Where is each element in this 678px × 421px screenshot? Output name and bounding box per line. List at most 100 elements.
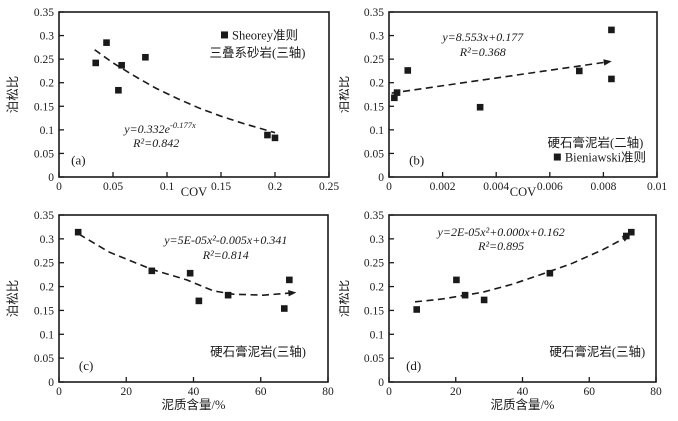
svg-text:0.05: 0.05	[364, 148, 384, 160]
equation-c: y=5E-05x²-0.005x+0.341	[163, 233, 287, 247]
svg-text:0.1: 0.1	[40, 329, 55, 341]
r-squared-b: R²=0.368	[459, 45, 506, 59]
svg-text:0.01: 0.01	[647, 181, 667, 193]
svg-text:0.008: 0.008	[590, 181, 616, 193]
data-point	[142, 53, 149, 61]
svg-text:0.35: 0.35	[364, 210, 384, 222]
svg-text:0: 0	[56, 386, 62, 398]
svg-text:0.2: 0.2	[40, 78, 55, 90]
svg-text:0.25: 0.25	[34, 258, 54, 270]
data-point	[453, 276, 460, 284]
svg-text:0.1: 0.1	[160, 181, 175, 193]
data-point	[480, 296, 488, 304]
data-point	[608, 75, 615, 83]
data-point	[608, 26, 615, 34]
data-point	[286, 276, 293, 284]
data-point	[476, 103, 484, 111]
svg-text:0.05: 0.05	[34, 148, 54, 160]
legend-label-b: Bieniawski准则	[565, 151, 646, 165]
svg-text:0.05: 0.05	[364, 353, 384, 365]
svg-text:20: 20	[121, 386, 133, 398]
data-point	[280, 305, 288, 312]
svg-text:0.3: 0.3	[370, 31, 385, 43]
svg-text:0.05: 0.05	[34, 353, 54, 365]
data-point	[103, 39, 110, 46]
svg-text:0.2: 0.2	[370, 282, 385, 294]
data-point	[74, 228, 82, 236]
svg-text:0.2: 0.2	[40, 282, 55, 294]
data-point	[413, 306, 421, 313]
data-point	[195, 297, 203, 305]
equation-b: y=8.553x+0.177	[441, 30, 524, 44]
data-point	[92, 59, 100, 67]
material-label-c: 硬石膏泥岩(三轴)	[210, 344, 306, 359]
legend-marker-icon	[553, 153, 561, 161]
data-point	[391, 94, 398, 102]
data-point	[622, 232, 630, 240]
svg-text:0: 0	[48, 172, 54, 184]
svg-text:80: 80	[322, 386, 334, 398]
x-axis-label-c: 泥质含量/%	[162, 397, 226, 412]
svg-text:0.15: 0.15	[364, 305, 384, 317]
data-point	[148, 267, 156, 275]
svg-text:0: 0	[386, 181, 392, 193]
svg-text:0.002: 0.002	[430, 181, 456, 193]
svg-text:0.3: 0.3	[40, 31, 55, 43]
y-axis-label-a: 泊松比	[6, 76, 20, 114]
material-label-a: 三叠系砂岩(三轴)	[210, 45, 306, 60]
svg-text:0.25: 0.25	[364, 258, 384, 270]
svg-text:0: 0	[386, 386, 392, 398]
legend-marker-icon	[221, 31, 228, 39]
data-point	[118, 61, 125, 69]
svg-text:20: 20	[450, 386, 462, 398]
panel-letter-d: (d)	[406, 358, 421, 373]
svg-text:0.15: 0.15	[34, 101, 54, 113]
svg-text:0: 0	[48, 377, 54, 389]
svg-text:0.25: 0.25	[34, 54, 54, 66]
svg-text:0.15: 0.15	[34, 305, 54, 317]
x-axis-label-b: COV	[510, 185, 536, 199]
svg-text:0.3: 0.3	[40, 234, 55, 246]
r-squared-c: R²=0.814	[202, 248, 249, 262]
equation-a: y=0.332e-0.177x	[123, 120, 196, 136]
svg-text:0.35: 0.35	[364, 7, 384, 19]
svg-text:60: 60	[255, 386, 267, 398]
data-point	[628, 228, 635, 236]
data-point	[224, 291, 232, 299]
svg-text:0.006: 0.006	[537, 181, 563, 193]
svg-text:0.1: 0.1	[370, 125, 385, 137]
panel-letter-c: (c)	[79, 358, 93, 373]
svg-text:0.2: 0.2	[370, 78, 385, 90]
svg-text:0: 0	[378, 172, 384, 184]
x-axis-label-d: 泥质含量/%	[491, 397, 555, 412]
svg-text:0.004: 0.004	[483, 181, 509, 193]
r-squared-a: R²=0.842	[132, 136, 179, 150]
svg-text:0: 0	[56, 181, 62, 193]
svg-text:0.1: 0.1	[370, 329, 385, 341]
panel-a: 0 0.05 0.1 0.15 0.2 0.25 0 0.05 0.1 0.15 0.2 0.25 0.…	[0, 0, 339, 210]
svg-text:80: 80	[650, 386, 662, 398]
panel-a-chart: 0 0.05 0.1 0.15 0.2 0.25 0 0.05 0.1 0.15 0.2 0.25 0.…	[6, 7, 339, 199]
panel-d-chart: 0 20 40 60 80 0 0.05 0.1 0.15 0.2 0.25 0.3 0.35 泥质含量/…	[337, 210, 662, 412]
svg-text:0.15: 0.15	[211, 181, 231, 193]
svg-text:0.1: 0.1	[40, 125, 55, 137]
svg-text:0.3: 0.3	[370, 234, 385, 246]
svg-text:0.35: 0.35	[34, 210, 54, 222]
r-squared-d: R²=0.895	[477, 239, 524, 253]
y-axis-label-b: 泊松比	[339, 76, 351, 114]
data-point	[461, 291, 469, 299]
material-label-d: 硬石膏泥岩(三轴)	[549, 344, 645, 359]
data-point	[271, 134, 279, 142]
y-axis-label-d: 泊松比	[339, 280, 351, 318]
panel-c-chart: 0 20 40 60 80 0 0.05 0.1 0.15 0.2 0.25 0.3 0.35 泥质含量/…	[6, 210, 334, 412]
panel-c: 0 20 40 60 80 0 0.05 0.1 0.15 0.2 0.25 0.3 0.35 泥质含量/…	[0, 205, 339, 421]
panel-b-chart: 0 0.002 0.004 0.006 0.008 0.01 0 0.05 0.1 0.15 0.2…	[337, 7, 667, 199]
panel-d: 0 20 40 60 80 0 0.05 0.1 0.15 0.2 0.25 0.3 0.35 泥质含量/…	[337, 205, 678, 421]
data-point	[264, 131, 271, 139]
y-axis-label-c: 泊松比	[6, 280, 20, 318]
equation-d: y=2E-05x²+0.000x+0.162	[437, 225, 565, 239]
material-label-b: 硬石膏泥岩(二轴)	[547, 135, 643, 150]
svg-text:40: 40	[517, 386, 529, 398]
trend-arrowhead-c	[288, 289, 297, 297]
panel-letter-b: (b)	[409, 153, 424, 168]
